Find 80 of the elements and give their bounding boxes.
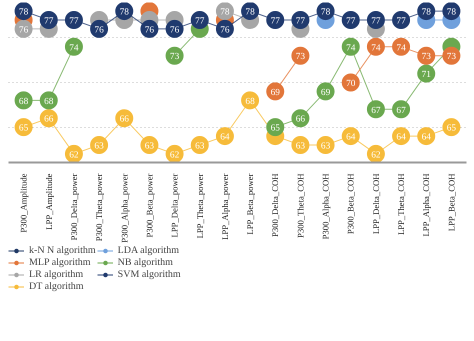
data-label: 62 bbox=[170, 150, 180, 160]
data-label: 78 bbox=[245, 8, 256, 18]
data-label: 74 bbox=[346, 43, 356, 54]
data-label: 73 bbox=[296, 52, 306, 62]
data-label: 74 bbox=[396, 43, 406, 54]
data-label: 63 bbox=[320, 142, 331, 152]
x-tick-label: LPP_Delta_COH bbox=[370, 174, 381, 234]
legend-label: LR algorithm bbox=[29, 269, 84, 280]
x-tick-label: P300_Delta_power bbox=[68, 173, 79, 240]
x-tick-label: P300_Beta_power bbox=[144, 173, 154, 238]
data-label: 66 bbox=[296, 114, 306, 125]
data-label: 64 bbox=[220, 132, 230, 143]
data-label: 67 bbox=[371, 106, 381, 116]
data-label: 65 bbox=[446, 124, 456, 134]
data-label: 77 bbox=[296, 16, 306, 26]
data-label: 77 bbox=[270, 16, 280, 26]
x-tick-label: P300_Theta_COH bbox=[295, 174, 306, 238]
legend-label: DT algorithm bbox=[29, 281, 84, 292]
data-label: 69 bbox=[320, 88, 331, 98]
data-label: 77 bbox=[44, 16, 54, 26]
data-label: 64 bbox=[396, 132, 406, 143]
x-tick-label: LPP_Alpha_COH bbox=[421, 173, 432, 237]
data-label: 78 bbox=[120, 8, 130, 18]
x-tick-label: LPP_Theta_power bbox=[194, 173, 205, 238]
data-label: 67 bbox=[396, 106, 406, 116]
data-label: 73 bbox=[170, 52, 180, 62]
x-tick-label: P300_Beta_COH bbox=[346, 174, 356, 234]
x-tick-label: P300_Amplitude bbox=[18, 173, 29, 233]
data-label: 69 bbox=[270, 88, 280, 98]
legend-label: NB algorithm bbox=[118, 257, 173, 268]
data-label: 62 bbox=[371, 150, 381, 160]
legend-label: SVM algorithm bbox=[118, 269, 181, 280]
legend-label: k-N N algorithm bbox=[29, 245, 96, 256]
data-label: 74 bbox=[371, 43, 381, 54]
x-tick-label: P300_Theta_power bbox=[94, 173, 104, 242]
data-label: 66 bbox=[120, 114, 130, 125]
x-tick-label: LPP_Delta_power bbox=[170, 173, 180, 238]
x-tick-label: LPP_Amplitude bbox=[44, 173, 54, 230]
data-label: 76 bbox=[94, 25, 104, 36]
data-label: 77 bbox=[195, 16, 205, 26]
data-label: 64 bbox=[346, 132, 356, 143]
data-label: 77 bbox=[371, 16, 381, 26]
data-label: 63 bbox=[144, 142, 154, 152]
data-label: 68 bbox=[18, 96, 29, 107]
data-label: 71 bbox=[422, 70, 432, 80]
data-label: 74 bbox=[69, 43, 79, 54]
legend-label: LDA algorithm bbox=[118, 245, 180, 256]
data-label: 63 bbox=[94, 142, 104, 152]
data-label: 78 bbox=[320, 8, 331, 18]
data-label: 78 bbox=[422, 8, 432, 18]
x-tick-label: P300_Delta_COH bbox=[270, 173, 280, 237]
data-label: 78 bbox=[18, 8, 29, 18]
x-tick-label: LPP_Alpha_power bbox=[220, 173, 230, 240]
data-label: 65 bbox=[270, 124, 280, 134]
data-label: 76 bbox=[170, 25, 180, 36]
data-label: 77 bbox=[69, 16, 79, 26]
data-label: 62 bbox=[69, 150, 79, 160]
data-label: 73 bbox=[446, 52, 456, 62]
x-tick-label: LPP_Beta_power bbox=[245, 173, 256, 235]
data-label: 63 bbox=[195, 142, 205, 152]
legend-label: MLP algorithm bbox=[29, 257, 91, 268]
x-tick-label: LPP_Beta_COH bbox=[446, 173, 456, 232]
x-tick-label: LPP_Theta_COH bbox=[396, 173, 406, 236]
data-label: 76 bbox=[220, 25, 230, 36]
data-label: 78 bbox=[446, 8, 456, 18]
data-label: 77 bbox=[346, 16, 356, 26]
data-label: 70 bbox=[346, 79, 356, 89]
data-label: 76 bbox=[18, 25, 29, 36]
data-label: 73 bbox=[422, 52, 432, 62]
data-label: 68 bbox=[245, 96, 256, 107]
x-tick-label: P300_Alpha_COH bbox=[320, 173, 331, 240]
data-label: 77 bbox=[396, 16, 406, 26]
x-tick-label: P300_Alpha_power bbox=[119, 173, 130, 243]
data-label: 63 bbox=[296, 142, 306, 152]
data-label: 66 bbox=[44, 114, 54, 125]
data-label: 65 bbox=[18, 124, 29, 134]
data-label: 68 bbox=[44, 96, 54, 107]
data-label: 76 bbox=[144, 25, 154, 36]
data-label: 64 bbox=[422, 132, 432, 143]
data-label: 78 bbox=[220, 8, 230, 18]
